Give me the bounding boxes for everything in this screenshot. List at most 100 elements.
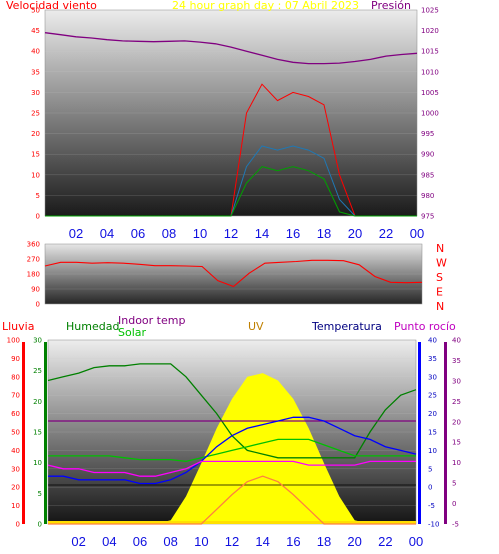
humidity-axis-bar — [44, 342, 47, 524]
temperature-tick: 20 — [428, 410, 437, 418]
wind-speed-tick: 0 — [36, 213, 40, 221]
uv-baseline — [48, 521, 416, 524]
rain-tick: 40 — [11, 447, 20, 455]
pressure-tick: 1005 — [421, 89, 439, 97]
temperature-tick: 10 — [428, 447, 437, 455]
rain-tick: 90 — [11, 355, 20, 363]
humidity-tick: 0 — [38, 521, 42, 529]
hour-tick: 10 — [193, 226, 207, 241]
hour-tick: 16 — [286, 226, 300, 241]
pressure-tick: 1015 — [421, 48, 439, 56]
dewpoint-tick: 30 — [452, 377, 461, 385]
hour-tick: 20 — [347, 534, 361, 549]
humidity-tick: 20 — [33, 398, 42, 406]
wind-speed-tick: 30 — [31, 89, 40, 97]
uv-area — [48, 373, 416, 524]
weather-panel-hour-labels: 02 04 06 08 10 12 14 16 18 20 22 00 — [71, 534, 423, 549]
dewpoint-series-line — [47, 460, 416, 477]
rain-tick: 20 — [11, 484, 20, 492]
temperature-label: Temperatura — [311, 320, 382, 333]
humidity-tick: 5 — [38, 490, 42, 498]
wind-speed-tick: 50 — [31, 7, 40, 15]
dewpoint-tick: 0 — [452, 500, 456, 508]
pressure-tick: 1020 — [421, 27, 439, 35]
hour-tick: 04 — [102, 534, 116, 549]
wind-speed-tick: 15 — [31, 151, 40, 159]
direction-series-line — [44, 259, 423, 288]
hour-tick: 08 — [162, 226, 176, 241]
wind-speed-tick: 5 — [36, 192, 40, 200]
wind_low-series-line — [45, 166, 417, 217]
uvline-series-line — [48, 475, 416, 525]
dewpoint-tick: 5 — [452, 480, 456, 488]
wind-speed-label: Velocidad viento — [6, 0, 97, 12]
direction-tick: 0 — [36, 301, 40, 309]
hour-tick: 14 — [255, 226, 269, 241]
direction-panel-grid — [45, 243, 422, 305]
temperature-tick: -10 — [428, 521, 439, 529]
pressure-tick: 990 — [421, 151, 434, 159]
hour-tick: 02 — [69, 226, 83, 241]
solar-series-line — [48, 438, 416, 463]
rain-label: Lluvia — [2, 320, 34, 333]
rain-tick: 0 — [16, 521, 20, 529]
hour-tick: 22 — [378, 534, 392, 549]
hour-tick: 18 — [317, 226, 331, 241]
dewpoint-tick: 15 — [452, 439, 461, 447]
humidity-tick: 30 — [33, 337, 42, 345]
compass-letter: E — [436, 286, 443, 299]
temperature-tick: 25 — [428, 392, 437, 400]
temperature-tick: 0 — [428, 484, 432, 492]
rain-tick: 80 — [11, 373, 20, 381]
hour-tick: 06 — [131, 226, 145, 241]
direction-tick: 180 — [27, 271, 40, 279]
wind-panel-hour-labels: 02 04 06 08 10 12 14 16 18 20 22 00 — [69, 226, 424, 241]
wind-speed-tick: 45 — [31, 27, 40, 35]
rain-axis-bar — [22, 342, 25, 524]
pressure-label: Presión — [371, 0, 411, 12]
pressure-tick: 980 — [421, 192, 434, 200]
direction-tick: 270 — [27, 256, 40, 264]
direction-tick: 90 — [31, 286, 40, 294]
compass-letter: S — [436, 271, 443, 284]
rain-tick: 50 — [11, 429, 20, 437]
dewpoint-axis-bar — [444, 342, 447, 524]
wind-speed-tick: 20 — [31, 130, 40, 138]
hour-tick: 22 — [379, 226, 393, 241]
hour-tick: 02 — [71, 534, 85, 549]
compass-letter: N — [436, 242, 444, 255]
hour-tick: 04 — [100, 226, 114, 241]
temperature-tick: 30 — [428, 373, 437, 381]
dewpoint-tick: 40 — [452, 337, 461, 345]
pressure-tick: 985 — [421, 171, 434, 179]
hour-tick: 12 — [224, 226, 238, 241]
weather-panel-axes: 0102030405060708090100051015202530-10-50… — [7, 337, 461, 529]
humidity-tick: 25 — [33, 367, 42, 375]
compass-letter: W — [436, 257, 447, 270]
compass-letter: N — [436, 300, 444, 313]
hour-tick: 00 — [410, 226, 424, 241]
dewpoint-tick: 25 — [452, 398, 461, 406]
temperature-axis-bar — [418, 342, 421, 524]
uv-label: UV — [248, 320, 264, 333]
direction-axis: 0 90 180 270 360 — [27, 241, 40, 309]
wind-speed-tick: 35 — [31, 68, 40, 76]
solar-label: Solar — [118, 326, 147, 339]
hour-tick: 10 — [194, 534, 208, 549]
temperature-tick: 15 — [428, 429, 437, 437]
temperature-tick: 35 — [428, 355, 437, 363]
indoor-temp-label: Indoor temp — [118, 314, 185, 327]
weather-panel-marks — [47, 363, 417, 525]
hour-tick: 14 — [255, 534, 269, 549]
dewpoint-label: Punto rocío — [394, 320, 456, 333]
dewpoint-tick: 35 — [452, 357, 461, 365]
rain-tick: 10 — [11, 502, 20, 510]
hour-tick: 12 — [225, 534, 239, 549]
hour-tick: 08 — [163, 534, 177, 549]
dewpoint-tick: 20 — [452, 418, 461, 426]
hour-tick: 16 — [286, 534, 300, 549]
wind-speed-tick: 40 — [31, 48, 40, 56]
temperature-series-line — [48, 416, 417, 485]
direction-tick: 360 — [27, 241, 40, 249]
